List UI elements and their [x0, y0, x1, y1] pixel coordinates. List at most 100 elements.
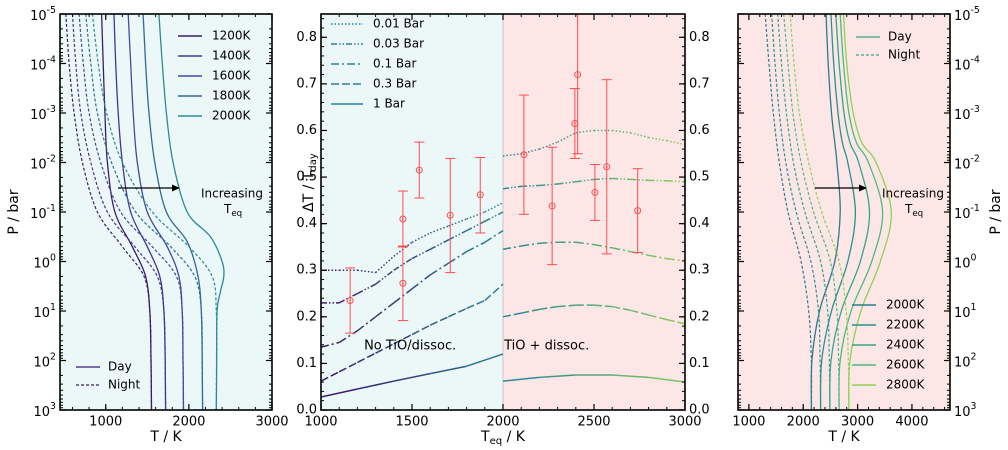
- y-tick-label-exp: -1: [47, 203, 56, 214]
- day-night-legend: Day Night: [76, 360, 141, 392]
- y-tick-label: 100: [34, 252, 57, 271]
- delta-line-right-0.1 Bar: [593, 243, 613, 249]
- y-tick-label-left: 0.2: [296, 309, 317, 324]
- y-tick-label: 10-3: [954, 104, 980, 123]
- annotation-teq-sub: eq: [912, 209, 923, 219]
- day-profile-1800K: [142, 14, 204, 410]
- y-tick-label-exp: 3: [50, 401, 56, 412]
- y-tick-label-exp: 2: [971, 351, 977, 362]
- delta-line-right-0.3 Bar: [612, 305, 631, 312]
- data-point: [446, 211, 454, 219]
- data-point: [346, 297, 354, 305]
- x-tick-label: 1000: [89, 415, 122, 430]
- y-tick-label-left: 0.4: [296, 216, 317, 231]
- data-point-center: [349, 299, 352, 302]
- delta-line-right-0.01 Bar: [612, 129, 631, 134]
- y-tick-label: 100: [954, 252, 977, 271]
- region-label-0: No TiO/dissoc.: [364, 339, 456, 354]
- y-tick-label-exp: 0: [971, 252, 977, 263]
- y-tick-label-base: 10: [34, 405, 51, 420]
- delta-line-left-0.1 Bar: [356, 316, 377, 332]
- data-point: [520, 151, 528, 159]
- legend-label-2200K: 2200K: [886, 318, 926, 332]
- y-tick-label-right: 0.7: [689, 76, 710, 91]
- y-tick-label-exp: -3: [971, 104, 980, 115]
- temperature-legend: 2000K 2200K 2400K 2600K 2800K: [852, 298, 926, 392]
- day-profile-2000K: [158, 14, 225, 410]
- y-tick-label-right: 0.4: [689, 216, 710, 231]
- delta-line-left-0.1 Bar: [429, 262, 449, 276]
- y-tick-label-base: 10: [30, 108, 47, 123]
- legend-label-1200K: 1200K: [212, 29, 252, 43]
- delta-line-right-0.3 Bar: [630, 309, 649, 316]
- data-point-center: [402, 218, 404, 220]
- legend-label-2800K: 2800K: [886, 378, 926, 392]
- y-tick-label: 10-1: [30, 203, 56, 222]
- legend-label-2000K: 2000K: [212, 109, 252, 123]
- y-tick-label: 10-1: [954, 203, 980, 222]
- y-tick-label-exp: 1: [50, 302, 56, 313]
- y-tick-label-exp: -2: [47, 153, 56, 164]
- y-tick-label-base: 10: [954, 108, 971, 123]
- data-point: [415, 166, 423, 174]
- delta-line-right-0.3 Bar: [593, 304, 613, 308]
- data-point-center: [523, 153, 525, 156]
- y-axis-title-sub: day: [308, 153, 319, 172]
- y-tick-label: 103: [954, 401, 977, 420]
- x-tick-label: 2000: [486, 415, 519, 430]
- x-axis: 1000 2000 3000: [71, 14, 289, 430]
- region-background-0: [321, 14, 503, 410]
- legend-label-2000K: 2000K: [886, 298, 926, 312]
- x-tick-label: 2000: [172, 415, 205, 430]
- delta-line-left-1 Bar: [357, 380, 394, 390]
- y-tick-label-exp: -2: [971, 153, 980, 164]
- delta-line-right-0.01 Bar: [502, 153, 522, 157]
- y-tick-label-right: 0.6: [689, 123, 710, 138]
- x-tick-label: 3000: [255, 415, 288, 430]
- arrow-head: [859, 184, 867, 192]
- delta-line-right-0.1 Bar: [666, 257, 685, 262]
- x-axis: 1000 2000 3000 4000: [732, 14, 946, 430]
- y-tick-label: 101: [34, 302, 57, 321]
- delta-line-left-0.3 Bar: [466, 299, 486, 310]
- day-profile-1600K: [127, 14, 185, 410]
- night-profile-2200K: [771, 14, 822, 410]
- delta-line-left-0.1 Bar: [447, 250, 468, 264]
- delta-line-right-0.3 Bar: [648, 314, 667, 321]
- profile-lines: [764, 14, 892, 410]
- delta-line-left-0.3 Bar: [448, 307, 467, 318]
- delta-line-right-0.03 Bar: [666, 180, 685, 183]
- temperature-legend: 1200K 1400K 1600K 1800K 2000K: [178, 29, 252, 123]
- y-tick-label: 10-4: [30, 54, 56, 73]
- y-tick-label-base: 10: [30, 157, 47, 172]
- delta-line-left-1 Bar: [466, 353, 504, 367]
- data-point: [591, 188, 599, 196]
- y-tick-label: 102: [954, 351, 977, 370]
- delta-line-left-0.1 Bar: [321, 341, 340, 348]
- data-point-center: [594, 191, 596, 194]
- legend-label-0.3 Bar: 0.3 Bar: [373, 77, 416, 91]
- data-point: [399, 279, 407, 287]
- delta-line-left-0.03 Bar: [429, 239, 449, 250]
- delta-line-right-0.3 Bar: [557, 304, 576, 308]
- delta-line-right-1 Bar: [502, 376, 540, 382]
- x-tick-label: 4000: [895, 415, 928, 430]
- y-tick-label: 10-3: [30, 104, 56, 123]
- pressure-legend: 0.01 Bar 0.03 Bar 0.1 Bar 0.3 Bar 1 Bar: [331, 17, 424, 111]
- night-profile-1400K: [71, 14, 167, 410]
- x-axis: 1000 1500 2000 2500 3000: [304, 14, 702, 430]
- x-axis-title-main: T: [480, 429, 490, 445]
- legend-label-2400K: 2400K: [886, 338, 926, 352]
- legend-label-0.1 Bar: 0.1 Bar: [373, 57, 416, 71]
- day-profile-1200K: [100, 14, 153, 410]
- y-axis-title-main: ΔT / T: [301, 171, 317, 212]
- data-point: [634, 207, 642, 215]
- data-point-center: [479, 193, 482, 196]
- data-point-center: [418, 169, 421, 171]
- delta-line-right-0.03 Bar: [575, 178, 595, 183]
- delta-line-left-0.03 Bar: [466, 220, 486, 232]
- delta-line-left-0.3 Bar: [357, 352, 376, 364]
- x-axis-title: T / K: [827, 429, 860, 445]
- x-tick-label: 3000: [841, 415, 874, 430]
